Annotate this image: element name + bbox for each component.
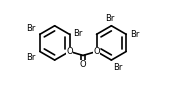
Text: O: O [93,47,100,56]
Text: Br: Br [105,14,115,23]
Text: O: O [66,47,73,56]
Text: Br: Br [27,53,36,62]
Text: Br: Br [73,29,83,38]
Text: Br: Br [113,63,122,72]
Text: O: O [80,60,86,69]
Text: Br: Br [130,30,140,39]
Text: Br: Br [27,24,36,33]
